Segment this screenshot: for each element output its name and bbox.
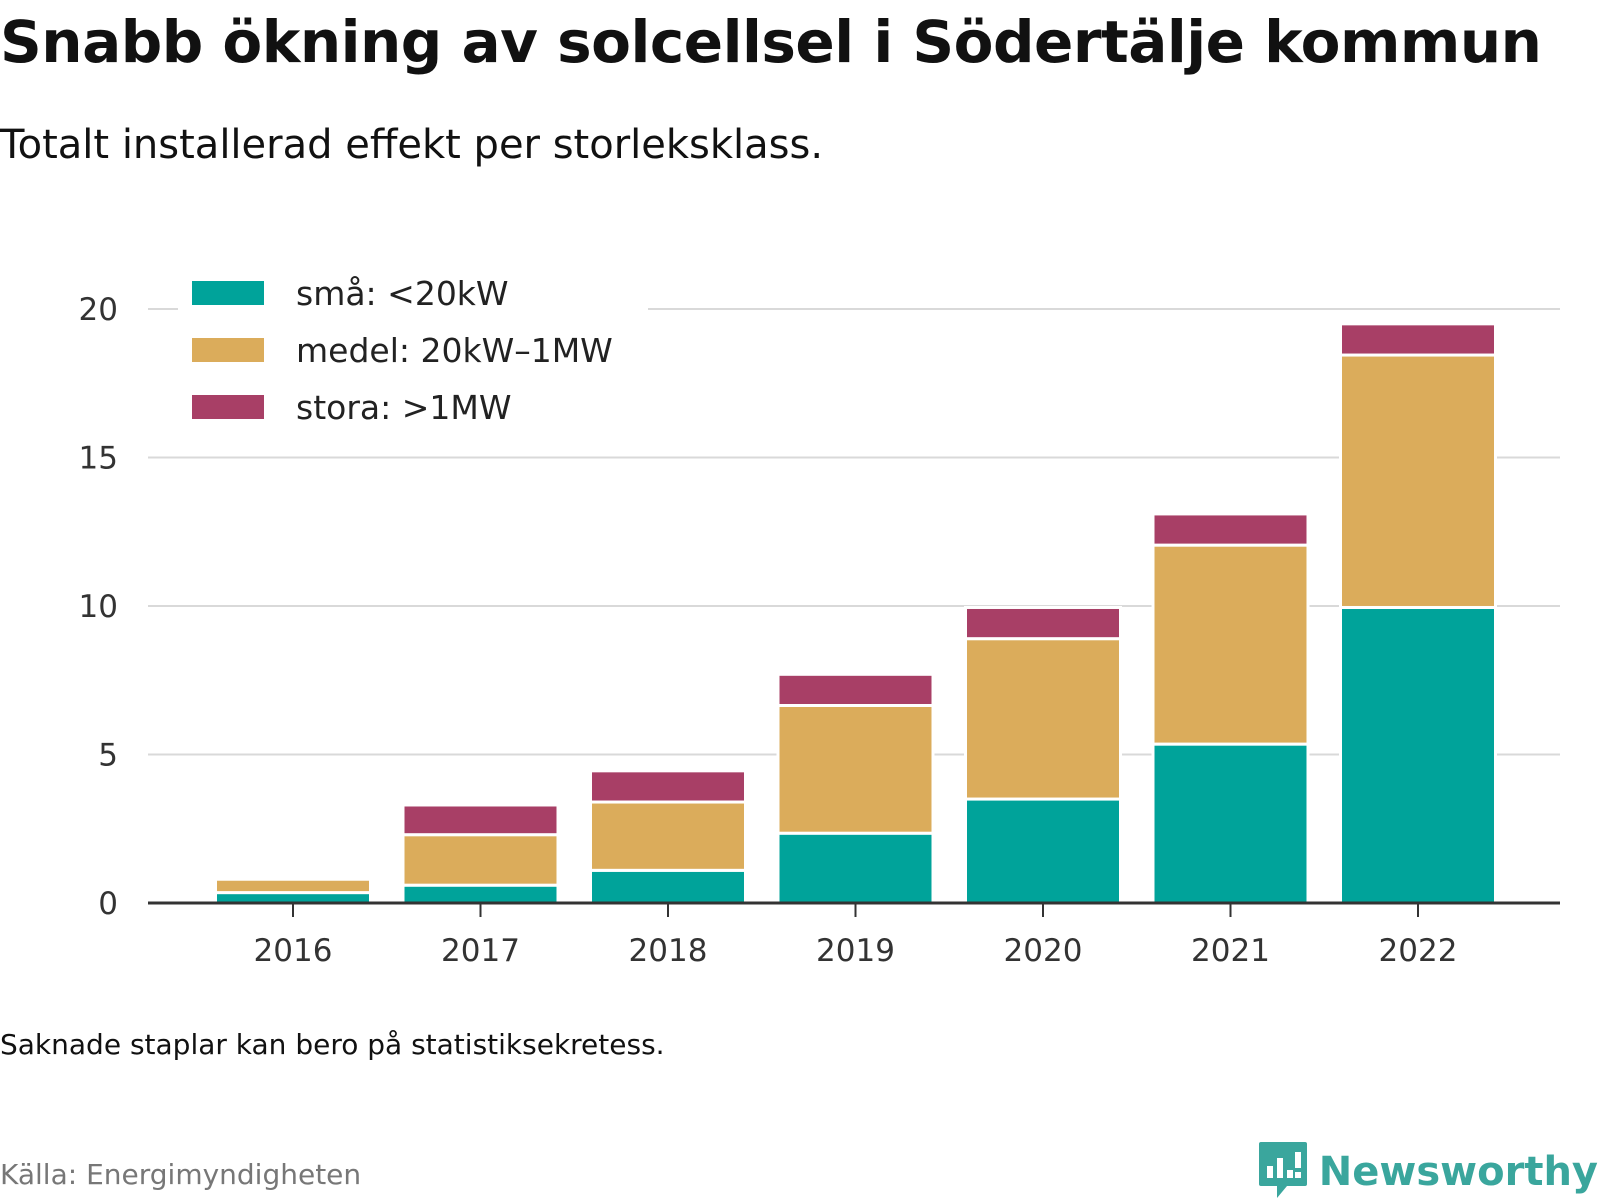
legend-label: medel: 20kW–1MW	[296, 331, 613, 370]
bar-segment	[964, 797, 1122, 905]
x-axis: 2016 2017 2018 2019 2020 2021 2022	[148, 901, 1560, 969]
newsworthy-logo-icon	[1257, 1140, 1309, 1204]
legend-swatch	[192, 395, 264, 419]
x-tick-label: 2018	[629, 933, 708, 969]
legend-swatch	[192, 281, 264, 305]
legend-label: små: <20kW	[296, 274, 509, 313]
y-tick-label: 10	[79, 589, 118, 625]
bar-segment	[776, 672, 935, 707]
brand-logo: Newsworthy	[1257, 1140, 1598, 1204]
bar-segment	[1339, 353, 1497, 609]
chart-title: Snabb ökning av solcellsel i Södertälje …	[0, 8, 1542, 76]
bar-segment	[401, 803, 560, 837]
x-tick-label: 2019	[816, 933, 895, 969]
chart-subtitle: Totalt installerad effekt per storlekskl…	[0, 122, 824, 168]
brand-name: Newsworthy	[1318, 1149, 1598, 1195]
x-tick-label: 2020	[1004, 933, 1083, 969]
bar-segment	[589, 800, 747, 872]
footnote: Saknade staplar kan bero på statistiksek…	[0, 1028, 665, 1061]
bar-segment	[964, 637, 1122, 801]
x-tick-label: 2021	[1191, 933, 1270, 969]
legend-swatch	[192, 338, 264, 362]
y-tick-label: 5	[98, 738, 118, 774]
bar-segment	[1339, 605, 1497, 905]
bar-segment	[776, 703, 935, 835]
stacked-bar-chart: 0 5 10 15 20 2016 2017 2018 2019 2020 2021 2022 sm…	[78, 268, 1560, 969]
y-tick-label: 20	[79, 292, 118, 328]
x-tick-label: 2016	[254, 933, 333, 969]
source-credit: Källa: Energimyndigheten	[0, 1158, 362, 1191]
y-tick-label: 15	[79, 441, 118, 477]
x-tick-label: 2017	[441, 933, 520, 969]
bar-segment	[589, 868, 747, 905]
legend-label: stora: >1MW	[296, 388, 511, 427]
bar-segment	[401, 833, 560, 887]
bar-segment	[776, 831, 935, 905]
bar-segment	[589, 769, 747, 804]
bar-segment	[401, 883, 560, 905]
bar-segment	[214, 877, 372, 895]
bars	[214, 322, 1497, 905]
x-tick-label: 2022	[1379, 933, 1458, 969]
bar-segment	[1151, 543, 1310, 746]
bar-segment	[1151, 512, 1310, 547]
bar-segment	[964, 605, 1122, 641]
legend: små: <20kW medel: 20kW–1MW stora: >1MW	[178, 268, 648, 438]
y-tick-label: 0	[98, 886, 118, 922]
bar-segment	[1339, 322, 1497, 357]
bar-segment	[214, 891, 372, 905]
y-axis-ticks: 0 5 10 15 20	[79, 292, 118, 922]
bar-segment	[1151, 742, 1310, 905]
